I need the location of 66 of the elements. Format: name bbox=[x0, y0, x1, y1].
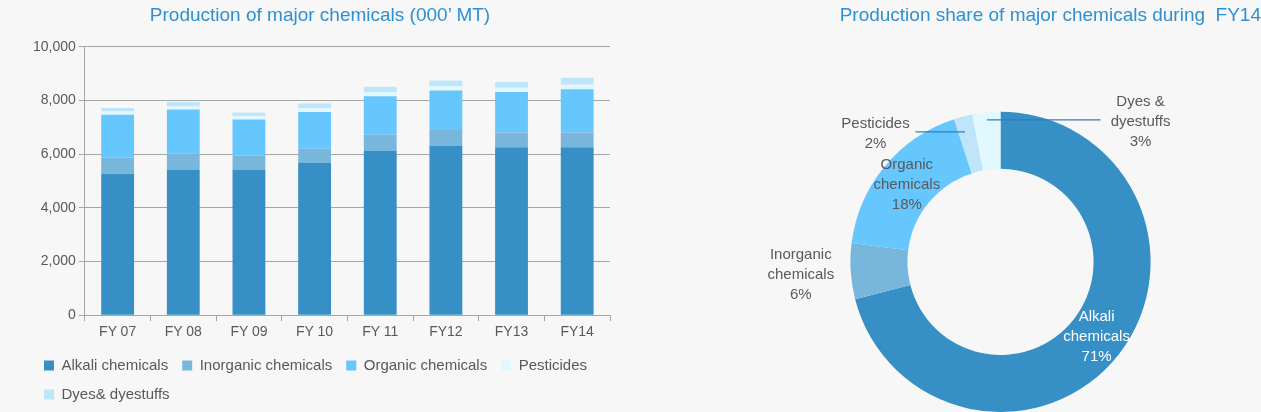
bar bbox=[232, 116, 266, 120]
bar bbox=[101, 157, 135, 174]
data-label: 3% bbox=[1129, 131, 1152, 149]
x-tick-label: FY 10 bbox=[296, 323, 334, 340]
bar bbox=[363, 134, 397, 151]
x-tick-label: FY13 bbox=[494, 323, 529, 340]
bar bbox=[101, 114, 135, 158]
bar bbox=[560, 89, 594, 133]
slice-label: Inorganic chemicals bbox=[767, 244, 835, 282]
y-tick-label: 4,000 bbox=[40, 198, 77, 215]
bar bbox=[495, 87, 528, 92]
y-tick-label: 8,000 bbox=[40, 91, 77, 108]
bar bbox=[495, 147, 528, 315]
chart-title: Production of major chemicals (000’ MT) bbox=[149, 3, 491, 25]
bar bbox=[298, 112, 331, 149]
data-label: 2% bbox=[864, 133, 887, 151]
slice-label: Alkali chemicals bbox=[1063, 306, 1130, 344]
bar bbox=[429, 90, 463, 130]
bar bbox=[166, 106, 200, 110]
data-label: 71% bbox=[1081, 346, 1112, 364]
legend-label: Alkali chemicals bbox=[61, 355, 169, 373]
slice-label: Dyes & dyestuffs bbox=[1110, 91, 1171, 129]
bar bbox=[232, 170, 266, 315]
legend-label: Inorganic chemicals bbox=[199, 355, 333, 373]
x-tick-label: FY 11 bbox=[362, 323, 399, 340]
bar bbox=[166, 170, 200, 315]
legend-label: Pesticides bbox=[518, 355, 588, 373]
bar bbox=[560, 77, 594, 85]
bar bbox=[429, 145, 463, 315]
bar bbox=[429, 86, 463, 91]
y-tick-label: 6,000 bbox=[40, 145, 77, 162]
bar bbox=[429, 130, 463, 146]
slice-label: Pesticides bbox=[841, 113, 910, 131]
data-label: 6% bbox=[789, 284, 812, 302]
data-label: 18% bbox=[891, 194, 922, 212]
y-tick-label: 0 bbox=[68, 306, 77, 323]
bar bbox=[560, 147, 594, 315]
bar bbox=[298, 148, 331, 164]
bar bbox=[298, 163, 331, 315]
bar bbox=[363, 150, 397, 315]
bar bbox=[166, 102, 200, 107]
x-tick-label: FY 07 bbox=[99, 323, 137, 340]
legend-label: Organic chemicals bbox=[363, 355, 488, 373]
x-tick-label: FY14 bbox=[560, 323, 595, 340]
bar bbox=[495, 132, 528, 148]
x-tick-label: FY12 bbox=[429, 323, 463, 340]
bar bbox=[166, 109, 200, 154]
bar bbox=[166, 153, 200, 170]
bar bbox=[232, 155, 266, 170]
chart-title: Production share of major chemicals during FY14 bbox=[839, 3, 1261, 25]
bar bbox=[363, 96, 397, 135]
y-tick-label: 2,000 bbox=[40, 252, 77, 269]
bar bbox=[560, 132, 594, 148]
bar bbox=[298, 103, 331, 108]
bar bbox=[495, 81, 528, 88]
y-tick-label: 10,000 bbox=[32, 37, 77, 54]
x-tick-label: FY 09 bbox=[230, 323, 268, 340]
bar bbox=[363, 86, 397, 93]
legend-label: Dyes& dyestuffs bbox=[61, 384, 170, 402]
bar bbox=[298, 108, 331, 113]
bar bbox=[101, 173, 135, 315]
bar bbox=[232, 119, 266, 156]
bar bbox=[429, 80, 463, 87]
x-tick-label: FY 08 bbox=[164, 323, 203, 340]
bar bbox=[495, 91, 528, 133]
bar bbox=[363, 92, 397, 97]
